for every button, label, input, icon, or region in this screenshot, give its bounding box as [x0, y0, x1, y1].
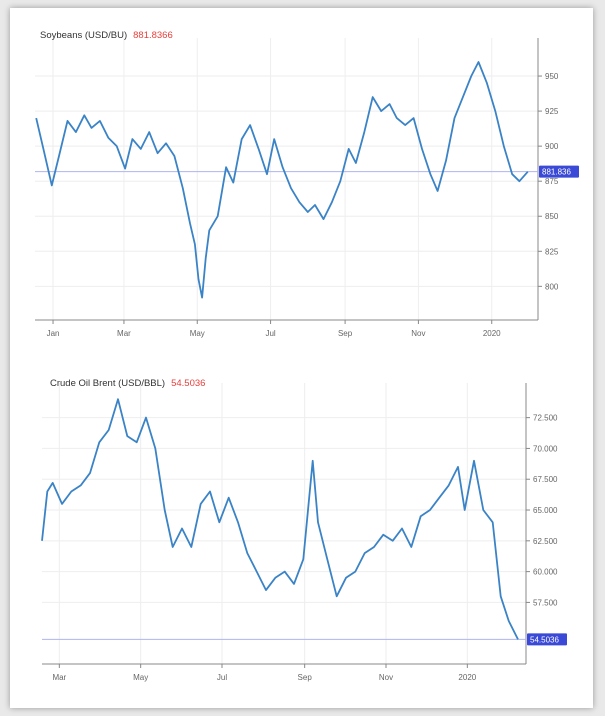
current-value-label: 54.5036 [171, 378, 206, 389]
x-tick-label: Jan [47, 329, 60, 338]
y-tick-label: 850 [545, 212, 559, 221]
x-tick-label: 2020 [458, 673, 476, 682]
brent-chart-panel: Crude Oil Brent (USD/BBL) 54.5036 57.500 6… [10, 348, 593, 708]
chart-title-row: Crude Oil Brent (USD/BBL) 54.5036 [50, 378, 205, 389]
y-tick-label: 875 [545, 177, 559, 186]
y-tick-label: 57.500 [533, 598, 558, 607]
y-tick-label: 72.500 [533, 414, 558, 423]
brent-line-chart[interactable]: 57.500 60.000 62.500 65.000 67.500 70.000 72.5… [10, 348, 593, 708]
x-tick-label: Mar [52, 673, 66, 682]
x-tick-label: 2020 [483, 329, 501, 338]
x-tick-label: Sep [338, 329, 353, 338]
y-tick-label: 800 [545, 282, 559, 291]
y-tick-label: 900 [545, 142, 559, 151]
chart-title: Soybeans (USD/BU) [40, 30, 128, 41]
chart-title-row: Soybeans (USD/BU) 881.8366 [40, 30, 173, 41]
chart-title: Crude Oil Brent (USD/BBL) [50, 378, 166, 389]
chart-frame: Soybeans (USD/BU) 881.8366 800 825 850 875 90… [10, 8, 593, 708]
series-line[interactable] [41, 398, 519, 640]
y-tick-label: 67.500 [533, 475, 558, 484]
current-value-badge [527, 633, 567, 646]
y-tick-label: 925 [545, 107, 559, 116]
y-tick-label: 60.000 [533, 568, 558, 577]
x-tick-label: Nov [379, 673, 393, 682]
x-tick-label: Mar [117, 329, 131, 338]
current-value-badge [539, 165, 579, 178]
x-tick-label: Nov [411, 329, 425, 338]
soybeans-line-chart[interactable]: 800 825 850 875 900 925 950 Jan Mar May Jul Sep Nov 2… [10, 8, 593, 348]
x-tick-label: Jul [265, 329, 275, 338]
current-value-label: 881.8366 [133, 30, 173, 41]
y-tick-label: 825 [545, 247, 559, 256]
current-value-badge-label: 881.836 [542, 168, 571, 177]
series-line[interactable] [35, 61, 529, 299]
y-tick-label: 70.000 [533, 444, 558, 453]
x-tick-label: Sep [298, 673, 313, 682]
current-value-badge-label: 54.5036 [530, 635, 559, 644]
soybeans-chart-panel: Soybeans (USD/BU) 881.8366 800 825 850 875 90… [10, 8, 593, 348]
y-tick-label: 950 [545, 72, 559, 81]
y-tick-label: 62.500 [533, 537, 558, 546]
x-tick-label: Jul [217, 673, 227, 682]
y-tick-label: 65.000 [533, 506, 558, 515]
x-tick-label: May [133, 673, 148, 682]
x-tick-label: May [190, 329, 205, 338]
